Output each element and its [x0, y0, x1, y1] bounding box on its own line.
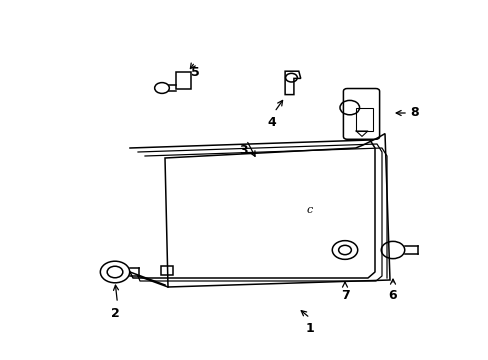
Text: 5: 5: [190, 66, 199, 78]
Text: 3: 3: [239, 144, 248, 157]
Text: 2: 2: [110, 307, 119, 320]
Text: 1: 1: [305, 321, 314, 334]
Text: 6: 6: [388, 289, 396, 302]
Text: 7: 7: [340, 289, 348, 302]
Text: c: c: [306, 205, 312, 215]
Text: 8: 8: [409, 107, 418, 120]
Text: 4: 4: [267, 116, 276, 129]
